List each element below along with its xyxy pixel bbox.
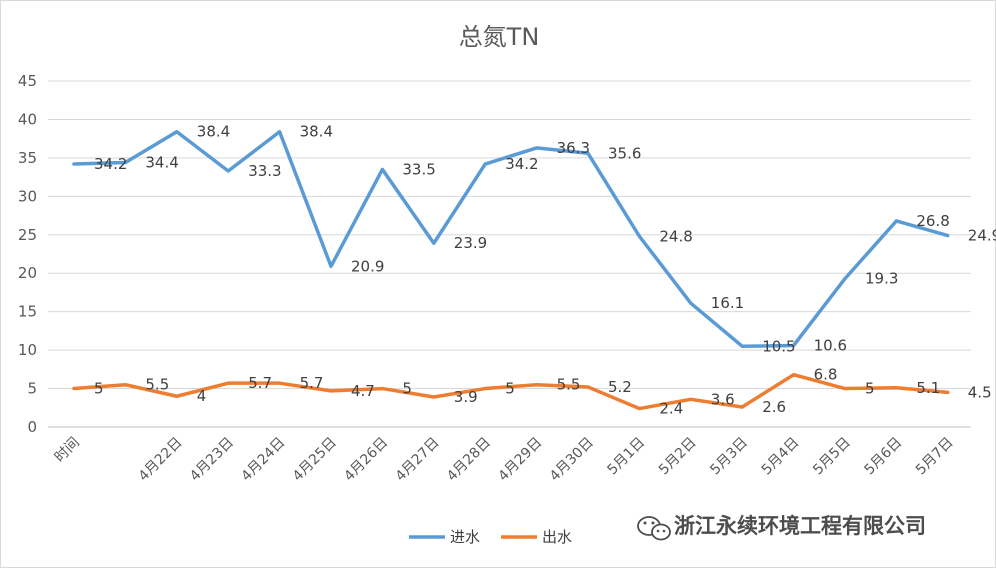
data-label: 5.5: [145, 376, 169, 394]
y-tick-label: 20: [18, 264, 37, 282]
x-tick-label: 5月6日: [862, 435, 906, 479]
data-label: 4.7: [351, 382, 375, 400]
data-label: 5.2: [608, 378, 632, 396]
data-label: 16.1: [711, 294, 744, 312]
data-label: 3.6: [711, 390, 735, 408]
x-tick-label: 4月24日: [238, 435, 288, 485]
x-tick-label: 5月2日: [656, 435, 700, 479]
x-tick-label: 5月3日: [707, 435, 751, 479]
legend-label-outflow: 出水: [542, 528, 572, 546]
x-tick-label: 4月27日: [393, 435, 443, 485]
data-label: 5.7: [300, 374, 324, 392]
data-label: 5: [94, 380, 104, 398]
data-label: 2.4: [659, 400, 683, 418]
data-label: 36.3: [557, 139, 590, 157]
data-label: 2.6: [762, 398, 786, 416]
data-label: 5.1: [916, 379, 940, 397]
y-tick-label: 15: [18, 303, 37, 321]
legend: 进水 出水: [409, 528, 572, 546]
data-label: 33.5: [402, 160, 435, 178]
data-label: 4.5: [968, 383, 992, 401]
data-label: 5: [505, 380, 515, 398]
x-tick-label: 5月7日: [913, 435, 957, 479]
data-label: 24.8: [659, 227, 692, 245]
data-label: 5.5: [557, 376, 581, 394]
data-label: 6.8: [814, 366, 838, 384]
y-tick-label: 10: [18, 341, 37, 359]
x-tick-label: 5月1日: [605, 435, 649, 479]
x-tick-label: 4月28日: [444, 435, 494, 485]
y-tick-label: 25: [18, 226, 37, 244]
watermark-text: 浙江永续环境工程有限公司: [674, 514, 926, 538]
x-tick-label: 4月30日: [547, 435, 597, 485]
watermark: 浙江永续环境工程有限公司: [638, 514, 926, 540]
x-tick-label: 时间: [52, 435, 83, 466]
data-label: 5.7: [248, 374, 272, 392]
data-label: 33.3: [248, 162, 281, 180]
x-tick-label: 4月22日: [136, 435, 186, 485]
y-tick-label: 5: [27, 380, 37, 398]
x-tick-label: 4月23日: [187, 435, 237, 485]
data-label: 3.9: [454, 388, 478, 406]
y-tick-label: 35: [18, 149, 37, 167]
data-label: 4: [197, 387, 207, 405]
data-label: 34.2: [94, 155, 127, 173]
y-tick-label: 30: [18, 187, 37, 205]
data-label: 10.5: [762, 337, 795, 355]
data-label: 23.9: [454, 234, 487, 252]
x-tick-label: 4月29日: [495, 435, 545, 485]
x-tick-label: 4月25日: [290, 435, 340, 485]
data-labels: 34.2 34.4 38.4 33.3 38.4 20.9 33.5 23.9 34.2 36.3…: [94, 123, 996, 418]
data-label: 38.4: [300, 123, 333, 141]
data-label: 10.6: [814, 336, 847, 354]
y-axis: 0 5 10 15 20 25 30 35 40 45: [18, 72, 37, 436]
y-tick-label: 40: [18, 110, 37, 128]
data-label: 19.3: [865, 270, 898, 288]
data-label: 35.6: [608, 144, 641, 162]
legend-label-inflow: 进水: [450, 528, 480, 546]
data-label: 26.8: [916, 212, 949, 230]
chart-title: 总氮TN: [459, 23, 540, 51]
data-label: 5: [402, 380, 412, 398]
data-label: 20.9: [351, 257, 384, 275]
data-label: 38.4: [197, 123, 230, 141]
x-tick-label: 5月4日: [759, 435, 803, 479]
y-tick-label: 0: [27, 418, 37, 436]
wechat-icon: [638, 517, 670, 540]
y-tick-label: 45: [18, 72, 37, 90]
data-label: 24.9: [968, 227, 996, 245]
x-tick-label: 5月5日: [810, 435, 854, 479]
data-label: 34.2: [505, 155, 538, 173]
x-tick-label: 4月26日: [341, 435, 391, 485]
data-label: 5: [865, 380, 875, 398]
data-label: 34.4: [145, 154, 178, 172]
